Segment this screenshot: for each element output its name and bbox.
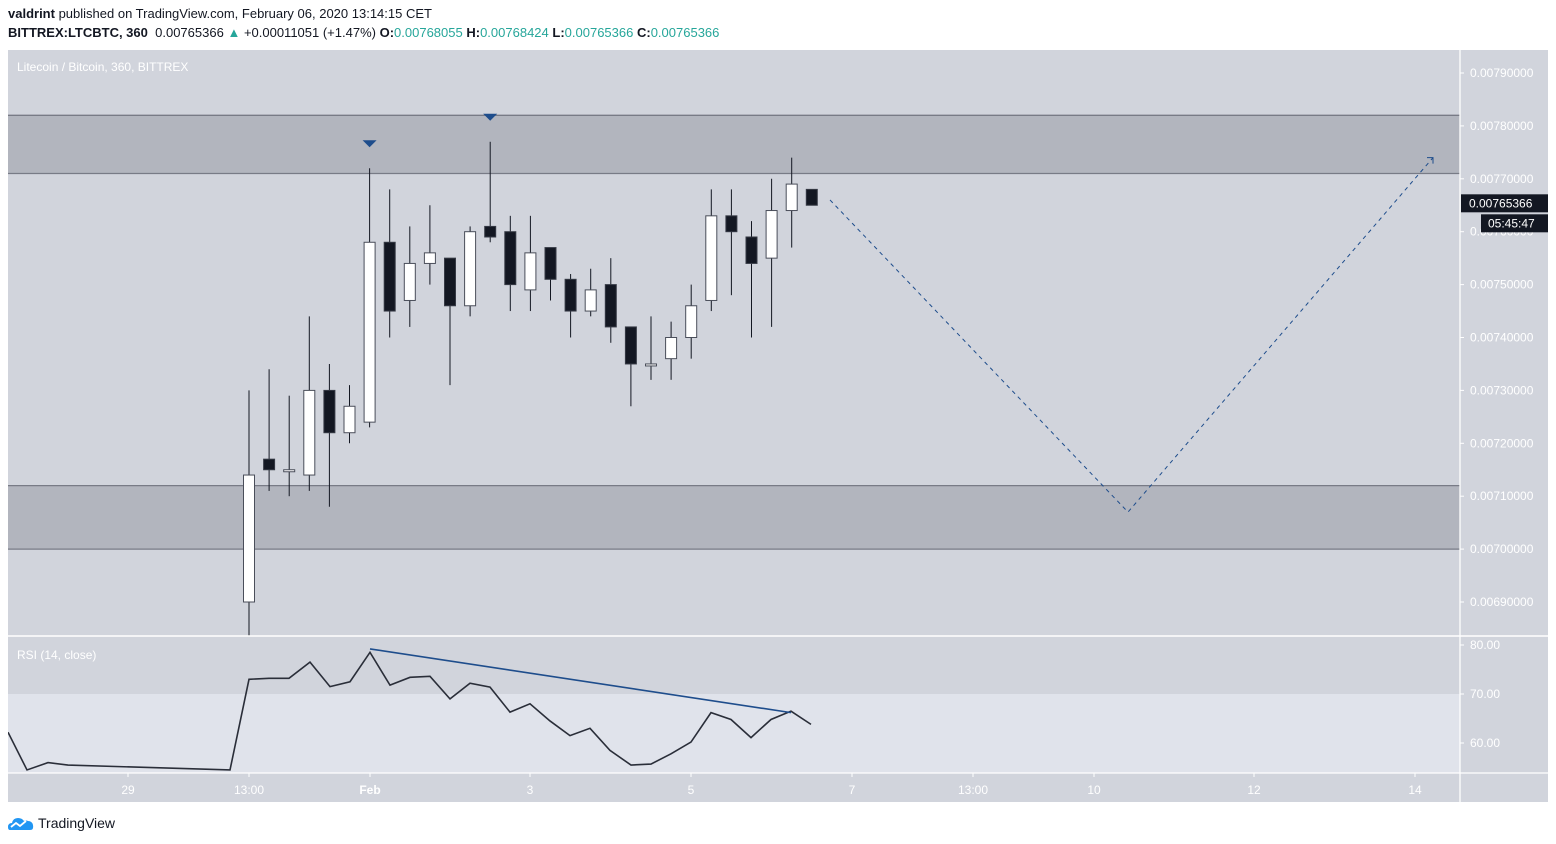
bearish-candle[interactable] xyxy=(484,225,497,238)
chart-canvas[interactable]: 0.007900000.007800000.007700000.00760000… xyxy=(8,50,1548,802)
price-axis-label: 0.00690000 xyxy=(1470,595,1534,609)
bullish-candle[interactable] xyxy=(665,337,678,360)
bearish-candle[interactable] xyxy=(805,188,818,206)
bearish-candle[interactable] xyxy=(624,326,637,365)
time-axis-label: 29 xyxy=(121,783,135,797)
close-value: 0.00765366 xyxy=(650,25,720,40)
bearish-candle[interactable] xyxy=(544,247,557,280)
bearish-candle[interactable] xyxy=(504,231,517,286)
bearish-candle[interactable] xyxy=(745,236,758,264)
price-axis-label: 0.00780000 xyxy=(1470,119,1534,133)
open-value: 0.00768055 xyxy=(394,25,463,40)
time-axis-label: 14 xyxy=(1408,783,1422,797)
resistance-zone xyxy=(8,115,1460,174)
bearish-candle[interactable] xyxy=(604,284,617,328)
top-marker-arrow-icon xyxy=(483,113,498,121)
price-axis-label: 0.00700000 xyxy=(1470,542,1534,556)
tradingview-cloud-icon xyxy=(8,818,34,830)
high-value: 0.00768424 xyxy=(480,25,549,40)
bullish-candle[interactable] xyxy=(403,262,416,301)
open-label: O: xyxy=(379,25,395,40)
bullish-candle[interactable] xyxy=(303,389,316,476)
bullish-candle[interactable] xyxy=(283,469,296,473)
main-series-legend: Litecoin / Bitcoin, 360, BITTREX xyxy=(17,60,189,74)
time-axis-label: 3 xyxy=(527,783,534,797)
price-axis-label: 0.00730000 xyxy=(1470,383,1534,397)
time-axis-label: 10 xyxy=(1087,783,1101,797)
price-change: +0.00011051 (+1.47%) xyxy=(243,25,376,40)
rsi-divergence-trendline[interactable] xyxy=(369,648,792,714)
projection-arrowhead-icon xyxy=(1427,157,1434,164)
price-axis-label: 0.00740000 xyxy=(1470,331,1534,345)
rsi-line xyxy=(8,650,812,771)
bullish-candle[interactable] xyxy=(685,305,698,338)
up-arrow-icon: ▲ xyxy=(227,25,241,40)
bullish-candle[interactable] xyxy=(363,241,376,423)
rsi-axis-label: 60.00 xyxy=(1470,736,1500,750)
rsi-band xyxy=(8,694,1460,773)
bearish-candle[interactable] xyxy=(564,278,577,312)
price-axis-label: 0.00720000 xyxy=(1470,436,1534,450)
bearish-candle[interactable] xyxy=(444,257,456,307)
published-text: published on TradingView.com, February 0… xyxy=(54,6,432,21)
price-axis-label: 0.00790000 xyxy=(1470,66,1534,80)
bearish-candle[interactable] xyxy=(725,215,738,233)
bullish-candle[interactable] xyxy=(524,252,537,291)
price-axis-label: 0.00750000 xyxy=(1470,278,1534,292)
price-axis-label: 0.00770000 xyxy=(1470,172,1534,186)
rsi-legend: RSI (14, close) xyxy=(17,648,97,662)
low-label: L: xyxy=(552,25,565,40)
bullish-candle[interactable] xyxy=(423,252,436,264)
publish-info: valdrint published on TradingView.com, F… xyxy=(8,6,432,22)
bullish-candle[interactable] xyxy=(705,215,718,301)
brand-name: TradingView xyxy=(38,815,116,831)
bullish-candle[interactable] xyxy=(765,210,778,259)
author-name[interactable]: valdrint xyxy=(8,6,55,21)
bullish-candle[interactable] xyxy=(645,363,657,367)
bearish-candle[interactable] xyxy=(323,389,336,434)
price-axis-label: 0.00710000 xyxy=(1470,489,1534,503)
tradingview-watermark: TradingView xyxy=(8,815,115,831)
time-axis-label: 13:00 xyxy=(958,783,988,797)
time-axis-label: 5 xyxy=(688,783,695,797)
bullish-candle[interactable] xyxy=(785,183,798,212)
rsi-axis-label: 80.00 xyxy=(1470,638,1500,652)
bullish-candle[interactable] xyxy=(464,231,477,307)
bar-countdown-label: 05:45:47 xyxy=(1488,216,1535,230)
time-axis-label: 7 xyxy=(849,783,856,797)
chart-container[interactable]: 0.007900000.007800000.007700000.00760000… xyxy=(8,50,1548,802)
symbol-info-bar: BITTREX:LTCBTC, 360 0.00765366 ▲ +0.0001… xyxy=(8,25,719,41)
last-price-tag-label: 0.00765366 xyxy=(1469,196,1533,210)
top-marker-arrow-icon xyxy=(362,140,377,148)
bullish-candle[interactable] xyxy=(584,289,597,312)
time-axis-label: 13:00 xyxy=(234,783,264,797)
candles-group xyxy=(243,141,818,636)
high-label: H: xyxy=(466,25,481,40)
projection-path[interactable] xyxy=(829,157,1434,513)
last-price-tag xyxy=(1461,194,1548,213)
low-value: 0.00765366 xyxy=(564,25,634,40)
countdown-tag xyxy=(1481,214,1548,233)
time-axis-label: Feb xyxy=(359,783,380,797)
bullish-candle[interactable] xyxy=(343,405,356,434)
rsi-axis-label: 70.00 xyxy=(1470,687,1500,701)
close-label: C: xyxy=(636,25,651,40)
bearish-candle[interactable] xyxy=(383,241,396,312)
bearish-candle[interactable] xyxy=(263,458,276,471)
last-price: 0.00765366 xyxy=(155,25,224,40)
bullish-candle[interactable] xyxy=(243,474,255,603)
support-zone xyxy=(8,485,1460,550)
symbol-label: BITTREX:LTCBTC, 360 xyxy=(8,25,148,40)
time-axis-label: 12 xyxy=(1247,783,1261,797)
